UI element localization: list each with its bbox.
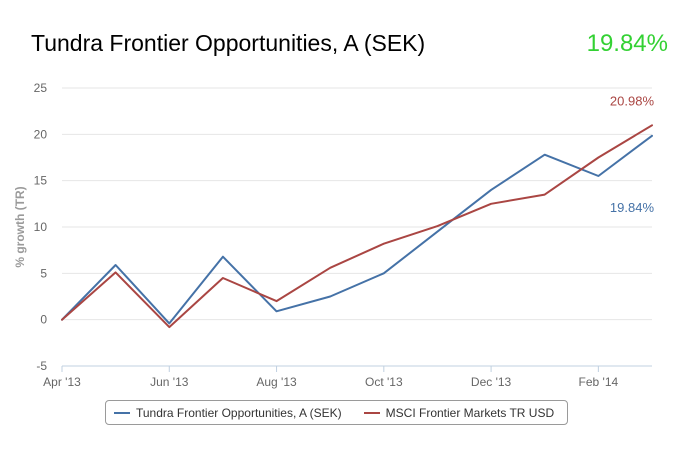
x-tick-label: Aug '13 bbox=[256, 375, 297, 389]
chart-title: Tundra Frontier Opportunities, A (SEK) bbox=[31, 30, 426, 56]
legend-label-fund: Tundra Frontier Opportunities, A (SEK) bbox=[136, 405, 342, 420]
y-tick-label: 25 bbox=[34, 81, 48, 95]
x-tick-label: Jun '13 bbox=[150, 375, 189, 389]
series-line-1 bbox=[61, 124, 653, 329]
series-end-label-index: 20.98% bbox=[610, 93, 655, 108]
x-tick-label: Dec '13 bbox=[471, 375, 512, 389]
legend-swatch-fund bbox=[114, 411, 130, 414]
y-tick-label: 15 bbox=[34, 174, 48, 188]
y-tick-label: 20 bbox=[34, 127, 48, 141]
y-tick-label: 5 bbox=[40, 266, 47, 280]
legend-label-index: MSCI Frontier Markets TR USD bbox=[385, 405, 555, 420]
x-tick-label: Apr '13 bbox=[43, 375, 81, 389]
legend-swatch-index bbox=[363, 411, 380, 414]
series-end-label-fund: 19.84% bbox=[610, 200, 655, 215]
chart-legend: Tundra Frontier Opportunities, A (SEK) M… bbox=[105, 400, 568, 425]
y-tick-label: 10 bbox=[34, 220, 48, 234]
chart-header: Tundra Frontier Opportunities, A (SEK) 1… bbox=[0, 0, 700, 70]
legend-item-fund[interactable]: Tundra Frontier Opportunities, A (SEK) bbox=[114, 406, 342, 420]
y-tick-label: -5 bbox=[36, 359, 47, 373]
series-line-0 bbox=[61, 134, 653, 325]
x-tick-label: Feb '14 bbox=[579, 375, 619, 389]
y-tick-label: 0 bbox=[40, 313, 47, 327]
headline-return-value: 19.84% bbox=[586, 30, 668, 57]
x-tick-label: Oct '13 bbox=[365, 375, 403, 389]
y-axis-title: % growth (TR) bbox=[13, 186, 27, 267]
legend-item-index[interactable]: MSCI Frontier Markets TR USD bbox=[363, 405, 555, 420]
